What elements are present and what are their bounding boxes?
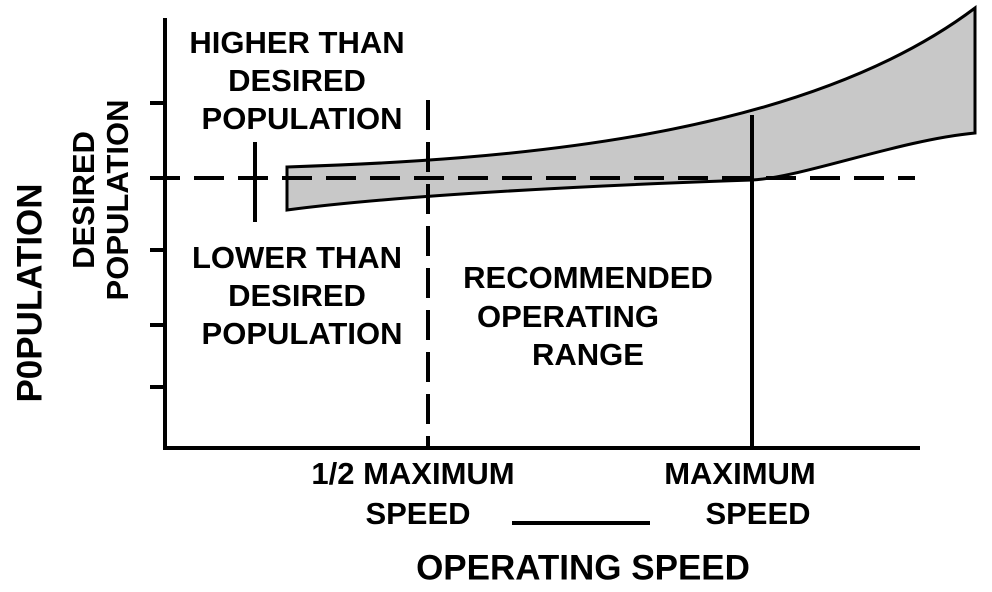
half-speed-label: SPEED [365, 496, 470, 531]
higher-label: POPULATION [202, 101, 403, 136]
x-axis-label: OPERATING SPEED [416, 548, 750, 587]
lower-label: LOWER THAN [192, 240, 402, 275]
range-label: RECOMMENDED [463, 260, 713, 295]
desired-label: POPULATION [100, 100, 135, 301]
lower-label: DESIRED [228, 278, 366, 313]
desired-label: DESIRED [66, 131, 101, 269]
population-band [285, 4, 977, 212]
y-axis-label: P0PULATION [10, 183, 49, 402]
lower-label: POPULATION [202, 316, 403, 351]
max-speed-label: MAXIMUM [664, 456, 816, 491]
axes [150, 18, 920, 525]
max-speed-label: SPEED [705, 496, 810, 531]
half-speed-label: 1/2 MAXIMUM [311, 456, 514, 491]
range-label: OPERATING [477, 299, 659, 334]
higher-label: HIGHER THAN [189, 25, 404, 60]
range-label: RANGE [532, 337, 644, 372]
higher-label: DESIRED [228, 63, 366, 98]
